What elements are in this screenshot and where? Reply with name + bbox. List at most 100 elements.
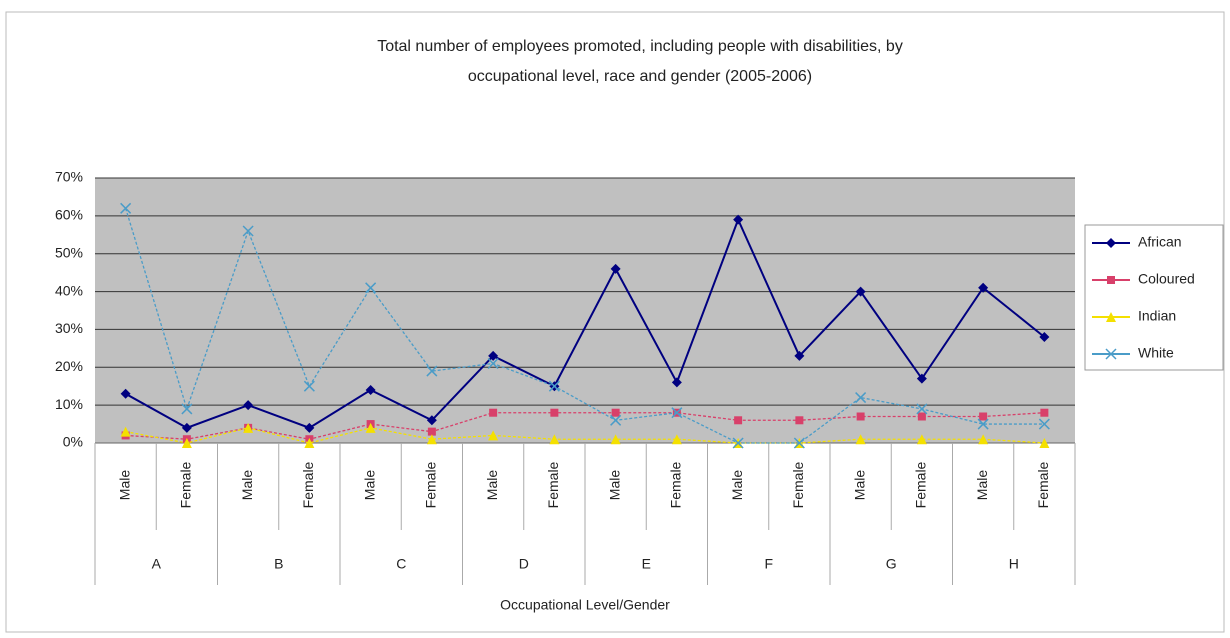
marker xyxy=(426,415,437,426)
marker xyxy=(304,438,315,448)
marker xyxy=(611,408,620,417)
marker xyxy=(550,408,559,417)
x-tick-label: Male xyxy=(729,470,745,501)
marker xyxy=(1106,312,1116,322)
marker xyxy=(1107,276,1115,284)
y-tick-label: 70% xyxy=(55,169,83,185)
marker xyxy=(1038,418,1050,430)
x-tick-label: Male xyxy=(484,470,500,501)
group-label: E xyxy=(642,556,651,572)
marker xyxy=(979,412,988,421)
marker xyxy=(1106,238,1116,248)
marker xyxy=(120,202,132,214)
marker xyxy=(120,426,131,437)
marker xyxy=(365,422,376,433)
marker xyxy=(733,214,744,225)
marker xyxy=(181,403,193,415)
x-tick-label: Male xyxy=(974,470,990,501)
group-label: H xyxy=(1009,556,1019,572)
marker xyxy=(610,263,621,274)
x-tick-label: Male xyxy=(116,470,132,501)
group-label: D xyxy=(519,556,529,572)
x-tick-label: Female xyxy=(790,461,806,508)
marker xyxy=(181,438,192,448)
marker xyxy=(365,385,376,395)
x-tick-label: Female xyxy=(545,461,561,508)
marker xyxy=(1039,438,1050,448)
marker xyxy=(916,373,927,384)
marker xyxy=(489,408,498,417)
x-tick-label: Female xyxy=(1035,461,1051,508)
marker xyxy=(671,434,682,445)
x-tick-label: Male xyxy=(239,470,255,501)
marker xyxy=(426,365,438,377)
group-label: F xyxy=(764,556,773,572)
x-axis-title: Occupational Level/Gender xyxy=(500,597,670,613)
group-label: C xyxy=(396,556,406,572)
marker xyxy=(610,414,622,426)
marker xyxy=(243,422,254,433)
y-tick-label: 40% xyxy=(55,282,83,298)
legend-label: African xyxy=(1138,234,1182,250)
series-line xyxy=(125,208,1045,444)
y-tick-label: 0% xyxy=(63,434,83,450)
group-label: B xyxy=(274,556,283,572)
marker xyxy=(548,380,560,392)
marker xyxy=(978,282,989,293)
x-tick-label: Male xyxy=(851,470,867,501)
marker xyxy=(917,412,926,421)
marker xyxy=(856,412,865,421)
marker xyxy=(242,225,254,237)
marker xyxy=(488,430,499,441)
marker xyxy=(977,418,989,430)
marker xyxy=(732,437,744,449)
series-line xyxy=(125,412,1045,440)
group-label: G xyxy=(886,556,897,572)
x-tick-label: Female xyxy=(300,461,316,508)
marker xyxy=(1039,332,1050,342)
x-tick-label: Female xyxy=(913,461,929,508)
marker xyxy=(120,388,131,399)
marker xyxy=(978,434,989,445)
marker xyxy=(671,407,683,419)
series-line xyxy=(125,217,1046,429)
marker xyxy=(549,434,560,445)
y-tick-label: 20% xyxy=(55,358,83,374)
marker xyxy=(794,350,805,361)
marker xyxy=(487,357,499,370)
x-tick-label: Female xyxy=(668,461,684,508)
marker xyxy=(427,427,436,436)
x-tick-label: Female xyxy=(178,461,194,508)
group-label: A xyxy=(152,556,162,572)
marker xyxy=(365,282,377,294)
x-tick-label: Male xyxy=(606,470,622,501)
marker xyxy=(855,434,866,445)
marker xyxy=(243,400,254,411)
chart-title: occupational level, race and gender (200… xyxy=(468,68,812,85)
marker xyxy=(1040,408,1049,417)
marker xyxy=(855,392,867,404)
marker xyxy=(303,380,315,392)
marker xyxy=(855,286,866,297)
chart-title: Total number of employees promoted, incl… xyxy=(377,38,903,55)
marker xyxy=(304,422,315,433)
plot-area xyxy=(95,178,1075,443)
marker xyxy=(916,403,928,415)
x-tick-label: Female xyxy=(423,461,439,508)
marker xyxy=(181,422,192,433)
x-tick-label: Male xyxy=(361,470,377,501)
marker xyxy=(426,434,437,445)
y-tick-label: 10% xyxy=(55,396,83,412)
marker xyxy=(488,350,499,361)
legend-box xyxy=(1084,224,1224,371)
y-tick-label: 50% xyxy=(55,244,83,260)
y-tick-label: 60% xyxy=(55,207,83,223)
y-tick-label: 30% xyxy=(55,320,83,336)
series-line xyxy=(125,427,1045,444)
marker xyxy=(671,377,682,388)
legend-label: Coloured xyxy=(1138,271,1195,287)
marker xyxy=(734,416,743,425)
legend-label: Indian xyxy=(1138,308,1176,324)
marker xyxy=(795,416,804,425)
